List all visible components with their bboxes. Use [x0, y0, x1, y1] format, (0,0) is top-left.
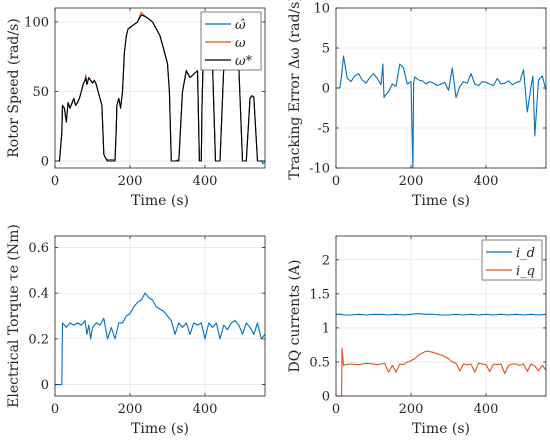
chart-panel-2: 0 200 400 -10 -5 0 5 10 Time (s) Tracking Error Δ… — [287, 0, 547, 209]
legend-label: ω* — [235, 54, 253, 69]
chart-panel-3: 0 200 400 0 0.2 0.4 0.6 Time (s) Electrical Torq… — [6, 224, 266, 437]
x-tick-label: 400 — [193, 174, 218, 189]
x-tick-label: 0 — [51, 402, 59, 417]
series-line-1 — [55, 292, 266, 386]
x-tick-label: 0 — [51, 174, 59, 189]
axes-frame — [54, 7, 266, 169]
x-tick-label: 200 — [399, 402, 424, 417]
y-tick-label: 0 — [322, 390, 330, 405]
y-tick-label: 0.4 — [28, 287, 49, 302]
legend: i_d i_q — [481, 239, 543, 281]
legend-label: i_q — [516, 264, 535, 279]
x-tick-label: 200 — [118, 174, 143, 189]
legend-label: ω̂ — [235, 18, 246, 33]
series-line-1 — [336, 55, 547, 169]
y-tick-label: 100 — [24, 15, 49, 30]
series-line-3 — [55, 14, 265, 162]
x-tick-label: 200 — [399, 174, 424, 189]
y-tick-label: 0.5 — [309, 355, 330, 370]
series-line-2 — [336, 347, 547, 397]
y-tick-label: 1.5 — [309, 287, 330, 302]
y-tick-label: 0 — [41, 378, 49, 393]
legend-box — [481, 239, 543, 281]
y-tick-label: 0 — [41, 155, 49, 170]
y-axis-label: Tracking Error Δω (rad/s) — [287, 0, 303, 180]
x-tick-label: 0 — [332, 402, 340, 417]
y-axis-label: Rotor Speed (rad/s) — [6, 18, 22, 158]
y-axis-label: DQ currents (A) — [287, 260, 303, 373]
x-axis-label: Time (s) — [412, 193, 470, 209]
x-tick-label: 400 — [474, 402, 499, 417]
y-tick-label: 2 — [322, 253, 330, 268]
axes-frame — [335, 235, 547, 397]
axes-frame — [54, 235, 266, 397]
y-tick-label: -10 — [309, 162, 330, 177]
y-tick-label: 1 — [322, 321, 330, 336]
y-tick-label: 50 — [32, 85, 49, 100]
x-tick-label: 200 — [118, 402, 143, 417]
y-axis-label: Electrical Torque τe (Nm) — [6, 224, 22, 408]
y-tick-label: 0.6 — [28, 241, 49, 256]
legend: ω̂ ω ω* — [200, 11, 262, 71]
y-tick-label: 5 — [322, 42, 330, 57]
x-tick-label: 0 — [332, 174, 340, 189]
series-line-1 — [336, 313, 547, 316]
chart-panel-4: 0 200 400 0 0.5 1 1.5 2 Time (s) DQ currents (A) i… — [287, 235, 547, 437]
y-tick-label: 0 — [322, 82, 330, 97]
chart-panel-1: 0 200 400 0 50 100 Time (s) Rotor Speed (rad/s)… — [6, 7, 266, 209]
x-axis-label: Time (s) — [131, 193, 189, 209]
y-tick-label: 10 — [313, 2, 330, 17]
y-tick-label: -5 — [317, 122, 330, 137]
legend-label: ω — [235, 36, 246, 51]
x-axis-label: Time (s) — [131, 421, 189, 437]
y-tick-label: 0.2 — [28, 332, 49, 347]
x-tick-label: 400 — [193, 402, 218, 417]
legend-label: i_d — [516, 246, 535, 261]
x-tick-label: 400 — [474, 174, 499, 189]
x-axis-label: Time (s) — [412, 421, 470, 437]
